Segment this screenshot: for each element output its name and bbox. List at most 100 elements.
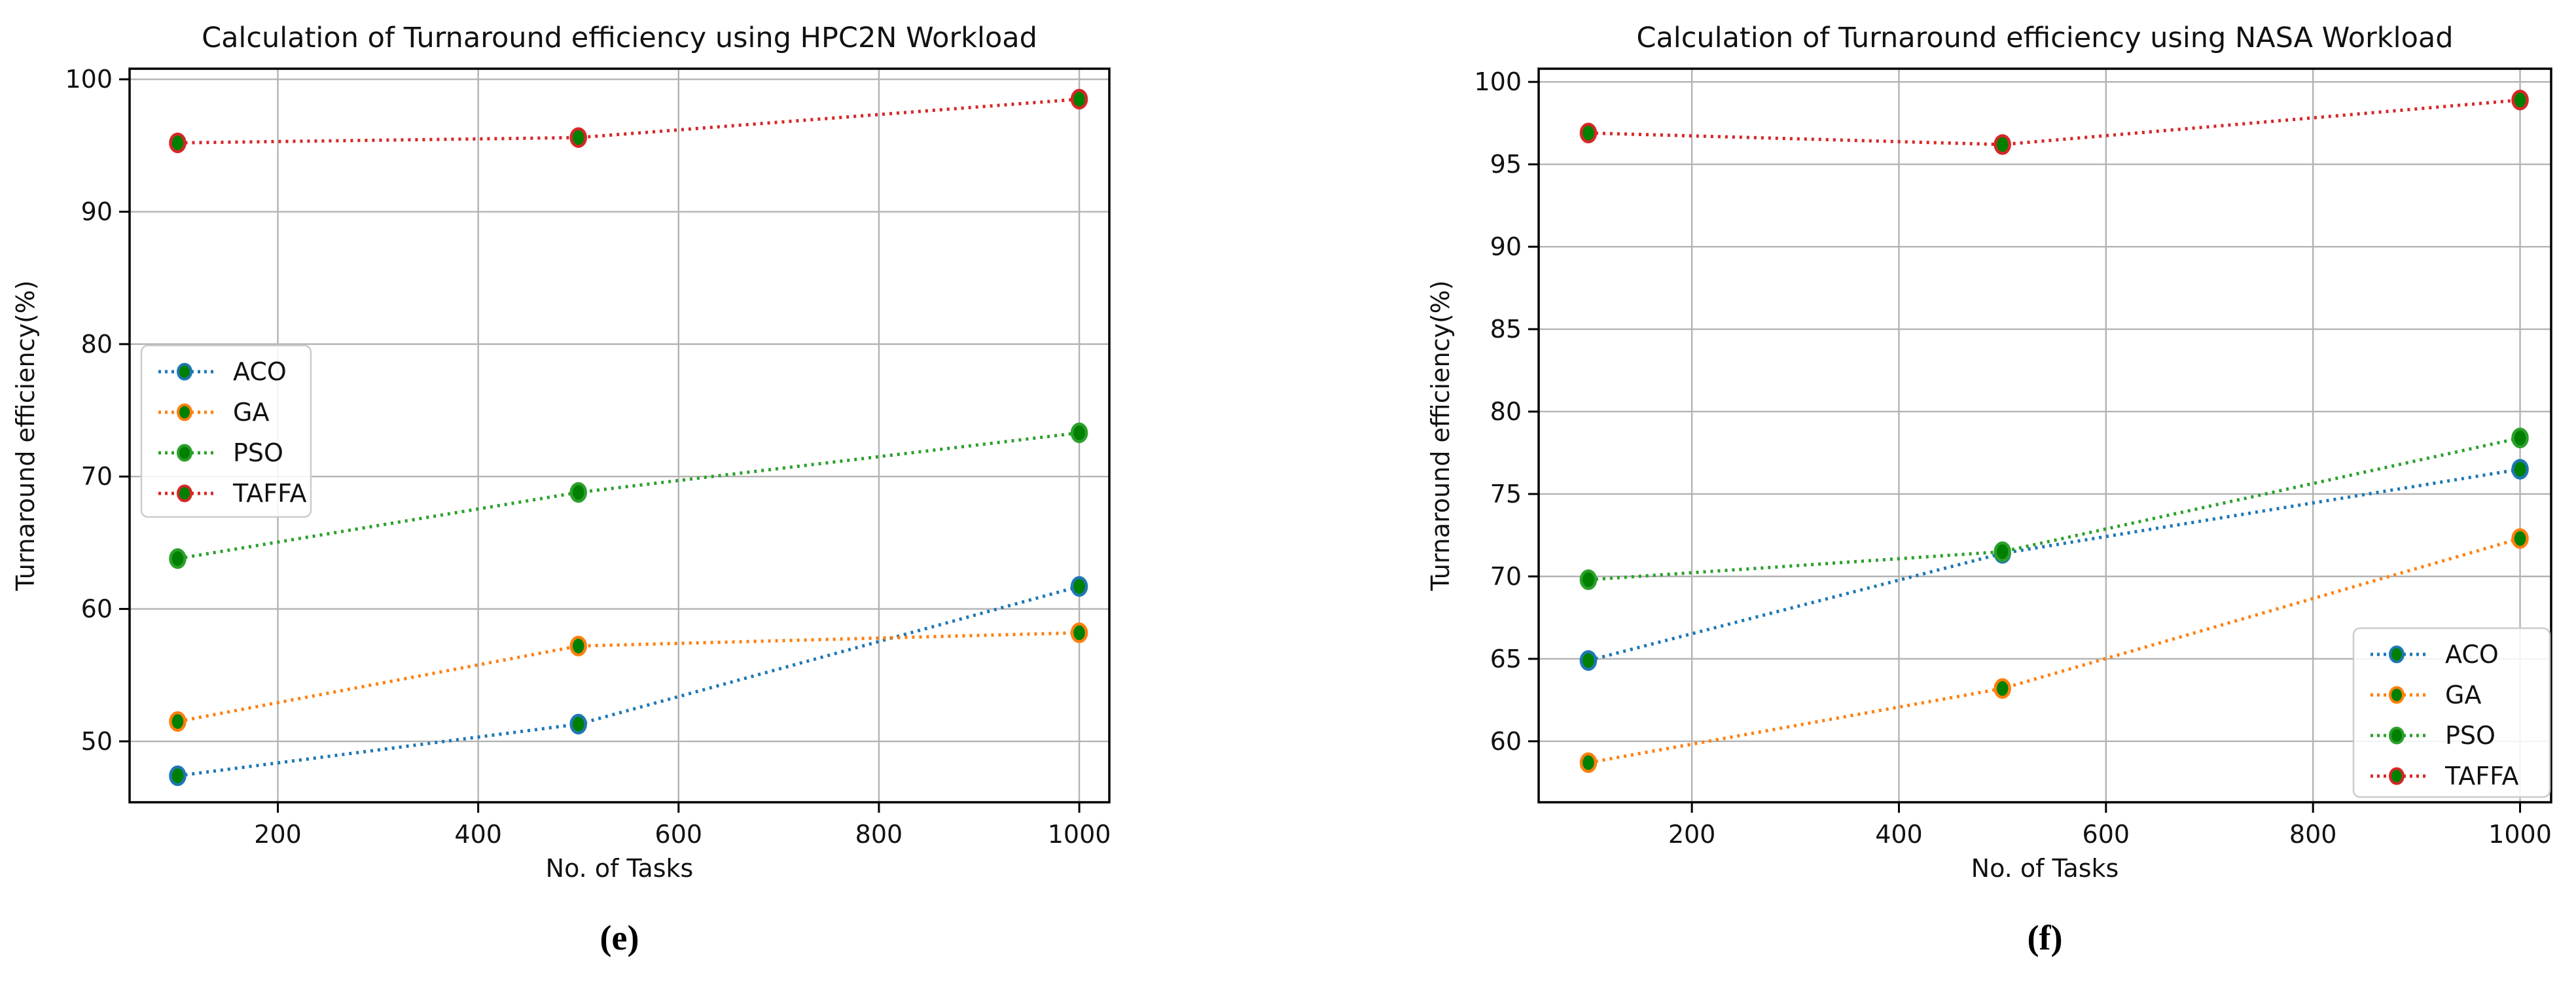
plot-frame xyxy=(128,67,1111,804)
x-tick-label: 600 xyxy=(655,820,703,849)
data-point-TAFFA-1000 xyxy=(1070,88,1088,110)
series-line-TAFFA xyxy=(177,98,1080,145)
y-axis-label: Turnaround efficiency(%) xyxy=(1427,280,1455,591)
y-tick-label: 100 xyxy=(1474,67,1522,96)
series-TAFFA xyxy=(169,88,1088,154)
data-point-PSO-500 xyxy=(1994,541,2011,562)
x-tick-label: 800 xyxy=(2289,820,2337,849)
data-point-ACO-100 xyxy=(1579,650,1598,671)
data-point-PSO-100 xyxy=(1579,569,1598,590)
legend: ACO GA PSO TAFFA xyxy=(140,344,312,518)
data-point-TAFFA-500 xyxy=(1994,134,2011,155)
chart-nasa-workload: 200 400 600 800 1000 60 65 70 75 80 85 90 95 100 Calcu… xyxy=(1426,0,2576,994)
x-axis-ticks: 200 400 600 800 1000 xyxy=(1668,802,2552,849)
y-tick-label: 75 xyxy=(1490,480,1522,508)
data-point-TAFFA-1000 xyxy=(2511,90,2529,111)
series-GA xyxy=(1579,528,2529,773)
legend-marker xyxy=(177,363,192,381)
legend-item-PSO: PSO xyxy=(2370,721,2496,750)
series-line-PSO xyxy=(1588,436,2521,582)
series-PSO xyxy=(169,422,1088,569)
y-tick-label: 60 xyxy=(1490,727,1522,756)
y-axis-label: Turnaround efficiency(%) xyxy=(11,280,40,591)
legend-label: ACO xyxy=(2445,640,2499,669)
legend-item-TAFFA: TAFFA xyxy=(2370,762,2518,790)
x-tick-label: 800 xyxy=(855,820,903,849)
caption-text: (f) xyxy=(2027,918,2063,957)
y-tick-label: 60 xyxy=(81,595,113,624)
legend: ACO GA PSO TAFFA xyxy=(2352,627,2551,798)
legend-item-ACO: ACO xyxy=(158,357,287,386)
legend-label: PSO xyxy=(233,438,283,467)
data-point-PSO-100 xyxy=(169,548,187,569)
data-point-ACO-1000 xyxy=(1070,576,1088,597)
legend-box xyxy=(140,344,312,518)
y-tick-label: 70 xyxy=(81,462,113,491)
legend-label: TAFFA xyxy=(2444,762,2518,790)
data-point-TAFFA-100 xyxy=(1579,122,1598,143)
y-tick-label: 65 xyxy=(1490,645,1522,673)
plot-frame xyxy=(1537,67,2552,804)
y-tick-label: 90 xyxy=(1490,232,1522,261)
x-axis-label: No. of Tasks xyxy=(546,854,694,883)
data-point-PSO-1000 xyxy=(2511,427,2529,449)
x-tick-label: 400 xyxy=(454,820,502,849)
x-tick-label: 200 xyxy=(254,820,302,849)
legend-item-TAFFA: TAFFA xyxy=(158,479,306,508)
subfigure-caption-e: (e) xyxy=(130,917,1109,958)
data-point-ACO-500 xyxy=(569,713,587,735)
data-point-TAFFA-100 xyxy=(169,132,187,154)
data-point-GA-500 xyxy=(569,635,587,656)
chart-hpc2n-workload: 200 400 600 800 1000 50 60 70 80 90 100 Calculation… xyxy=(0,0,1126,994)
legend-label: GA xyxy=(2445,681,2481,709)
data-point-PSO-1000 xyxy=(1070,422,1088,444)
legend-label: PSO xyxy=(2445,721,2496,750)
series-ACO xyxy=(169,576,1088,787)
series-PSO xyxy=(1579,427,2529,590)
subfigure-caption-f: (f) xyxy=(1539,917,2551,958)
x-tick-label: 1000 xyxy=(2488,820,2552,849)
legend-marker xyxy=(177,444,192,462)
y-tick-label: 85 xyxy=(1490,315,1522,344)
legend-marker xyxy=(2389,767,2405,785)
data-point-ACO-100 xyxy=(169,765,187,787)
series-line-TAFFA xyxy=(1588,98,2520,147)
x-tick-label: 200 xyxy=(1668,820,1716,849)
legend-label: ACO xyxy=(233,357,287,386)
nasa-chart-svg: 200 400 600 800 1000 60 65 70 75 80 85 90 95 100 Calcu… xyxy=(1426,22,2552,883)
legend-item-GA: GA xyxy=(158,398,269,427)
legend-item-ACO: ACO xyxy=(2370,640,2499,669)
data-point-PSO-500 xyxy=(569,482,587,503)
legend-label: TAFFA xyxy=(232,479,306,508)
legend-marker xyxy=(177,484,192,503)
y-axis-ticks: 60 65 70 75 80 85 90 95 100 xyxy=(1474,67,1539,756)
data-point-GA-1000 xyxy=(2511,528,2529,549)
hpc2n-chart-svg: 200 400 600 800 1000 50 60 70 80 90 100 Calculation… xyxy=(11,22,1111,883)
chart-title: Calculation of Turnaround efficiency usi… xyxy=(202,22,1037,54)
data-point-GA-1000 xyxy=(1070,622,1088,643)
y-tick-label: 80 xyxy=(1490,397,1522,426)
series-line-ACO xyxy=(177,584,1080,778)
series-TAFFA xyxy=(1579,90,2529,155)
caption-text: (e) xyxy=(599,918,639,957)
legend-item-PSO: PSO xyxy=(158,438,283,467)
data-point-TAFFA-500 xyxy=(569,127,587,148)
y-tick-label: 50 xyxy=(81,727,113,756)
x-axis-label: No. of Tasks xyxy=(1971,854,2119,883)
data-point-ACO-1000 xyxy=(2511,459,2529,480)
series-line-PSO xyxy=(177,431,1080,561)
data-point-GA-100 xyxy=(169,711,187,732)
data-point-GA-500 xyxy=(1994,678,2011,699)
y-tick-label: 80 xyxy=(81,330,113,359)
x-tick-label: 1000 xyxy=(1048,820,1111,849)
series-line-GA xyxy=(1588,537,2521,765)
y-tick-label: 100 xyxy=(65,65,113,94)
legend-marker xyxy=(2389,645,2405,664)
legend-label: GA xyxy=(233,398,269,427)
y-axis-ticks: 50 60 70 80 90 100 xyxy=(65,65,130,756)
x-axis-ticks: 200 400 600 800 1000 xyxy=(254,802,1111,849)
legend-marker xyxy=(2389,726,2405,745)
series-line-GA xyxy=(177,631,1080,724)
y-tick-label: 95 xyxy=(1490,150,1522,179)
